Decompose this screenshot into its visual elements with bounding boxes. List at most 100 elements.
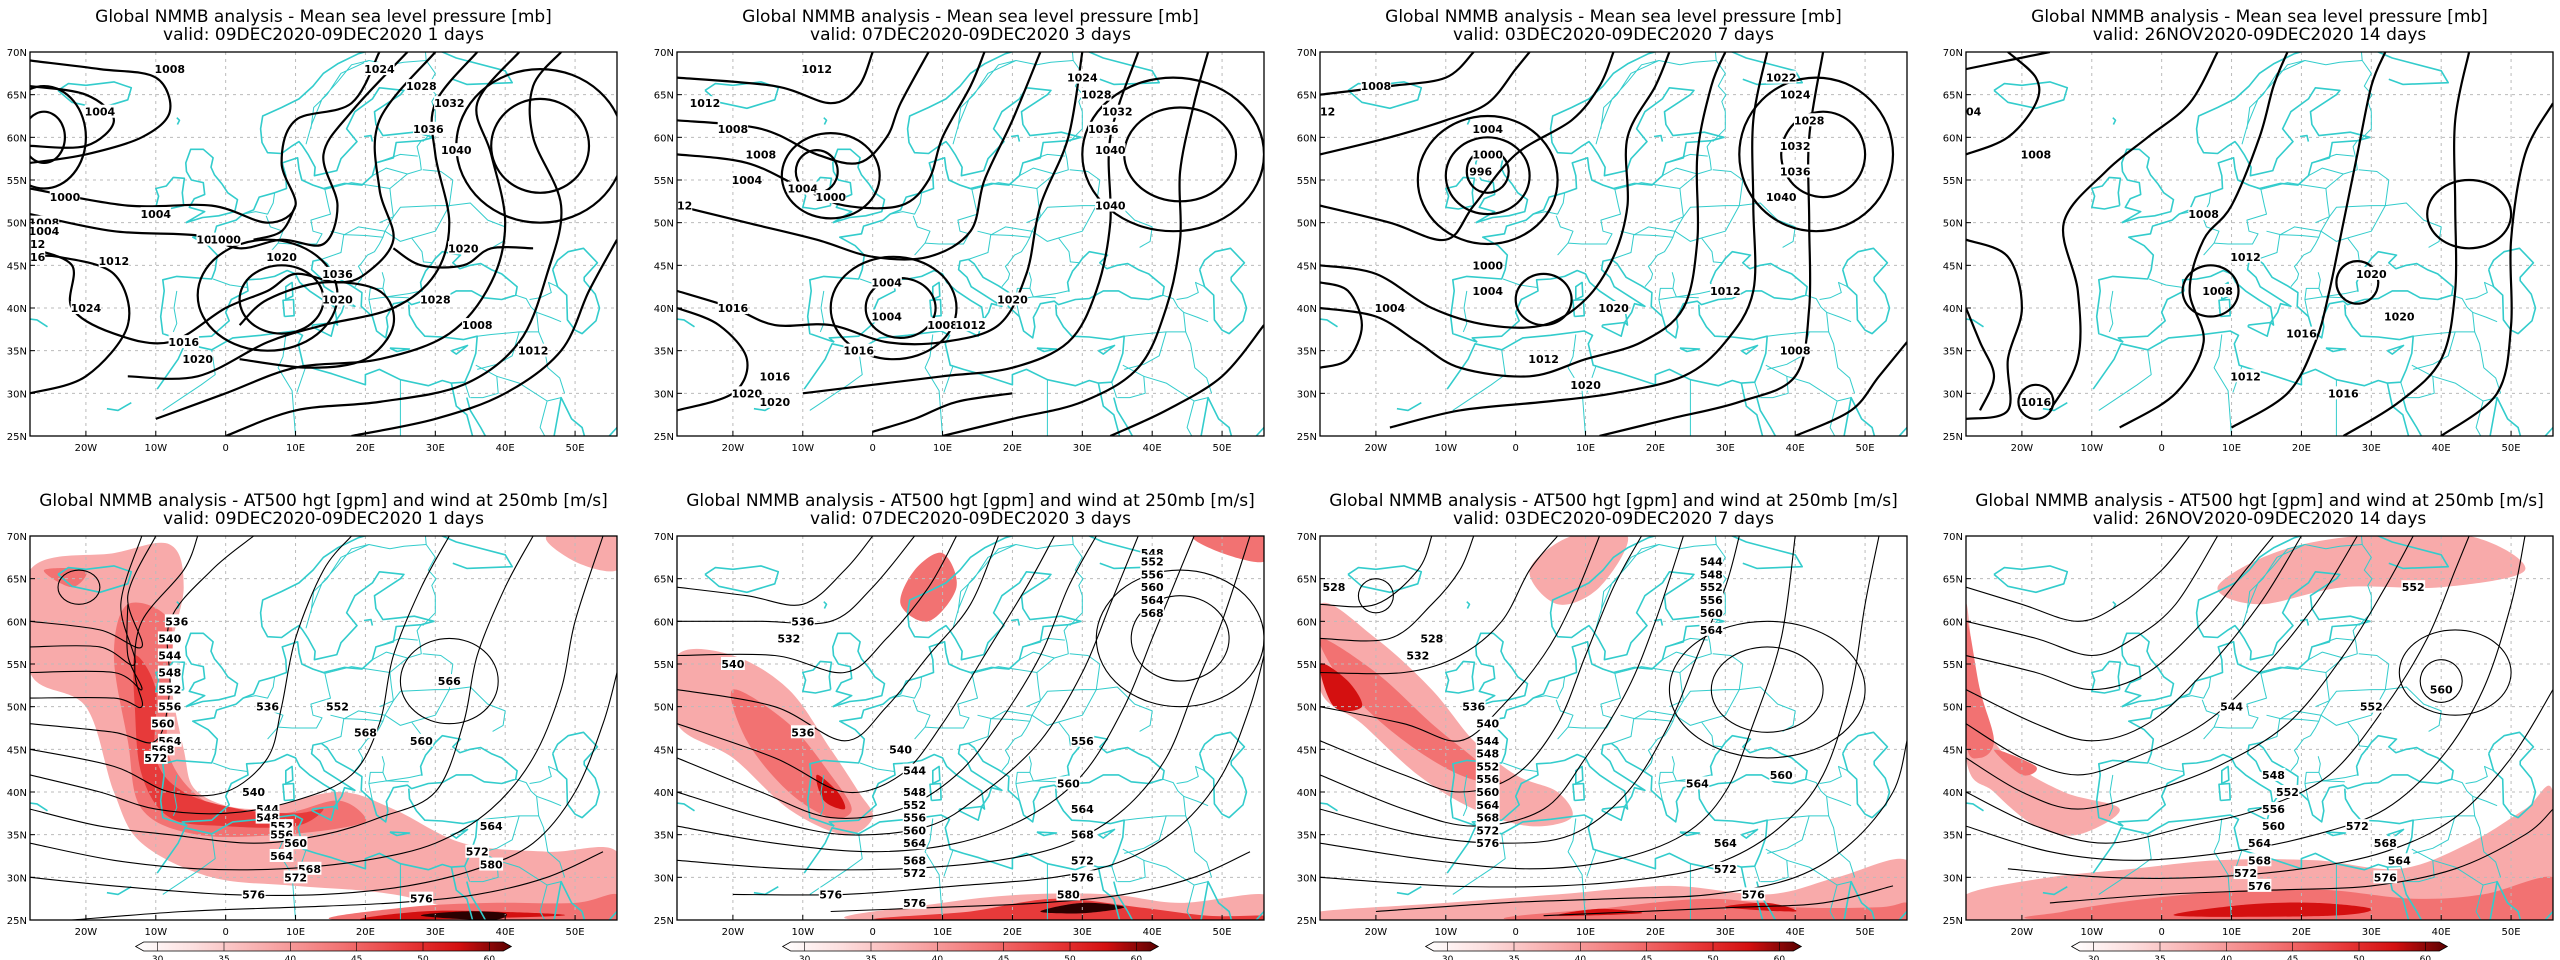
contour-label: 572 xyxy=(1476,824,1499,837)
contour-line xyxy=(30,536,157,649)
latitude-tick-label: 30N xyxy=(1943,873,1963,884)
contour-line xyxy=(238,280,396,369)
map-panel-5: Global NMMB analysis - AT500 hgt [gpm] a… xyxy=(7,491,618,960)
map-panel-3: Global NMMB analysis - Mean sea level pr… xyxy=(1297,7,1908,454)
latitude-tick-label: 35N xyxy=(1943,831,1963,842)
contour-label: 552 xyxy=(1476,760,1499,773)
contour-line xyxy=(1320,536,1880,888)
wind-speed-area xyxy=(1320,663,1363,711)
contour-line xyxy=(1095,569,1264,708)
contour-line xyxy=(2119,52,2289,429)
contour-line xyxy=(1966,536,2414,810)
colorbar-tick-label: 50 xyxy=(417,955,429,960)
contour-label: 1036 xyxy=(1088,123,1119,136)
contour-label: 1004 xyxy=(1375,302,1406,315)
panel-valid-period: valid: 03DEC2020-09DEC2020 7 days xyxy=(1453,25,1774,45)
latitude-tick-label: 50N xyxy=(654,219,674,230)
contour-line xyxy=(2342,52,2471,436)
contour-label: 548 xyxy=(2262,769,2285,782)
latitude-axis: 70N 65N 60N 55N 50N 45N 40N 35N 30N 25N xyxy=(1943,532,1971,927)
latitude-tick-label: 60N xyxy=(654,133,674,144)
contour-line xyxy=(30,85,116,149)
latitude-tick-label: 45N xyxy=(654,261,674,272)
wind-speed-area xyxy=(2173,902,2372,917)
contour-label: 1012 xyxy=(2230,370,2261,383)
coastlines xyxy=(1320,52,1907,436)
latitude-tick-label: 40N xyxy=(1297,304,1317,315)
latitude-tick-label: 60N xyxy=(1297,133,1317,144)
map-frame xyxy=(1319,535,1908,921)
contour-label: 1020 xyxy=(322,293,353,306)
latitude-tick-label: 55N xyxy=(1943,660,1963,671)
longitude-axis: 20W 10W 0 10E 20E 30E 40E 50E xyxy=(2011,915,2521,938)
latitude-tick-label: 65N xyxy=(1943,575,1963,586)
longitude-tick-label: 20E xyxy=(2292,443,2311,454)
contour-label: 1036 xyxy=(1780,165,1811,178)
longitude-tick-label: 40E xyxy=(1143,443,1162,454)
contour-label: 1008 xyxy=(462,319,493,332)
contour-label: 1012 xyxy=(955,319,986,332)
map-background xyxy=(1320,52,1907,436)
contour-label: 1004 xyxy=(787,183,818,196)
longitude-tick-label: 40E xyxy=(2432,443,2451,454)
wind-colorbar: 30 35 40 45 50 60 xyxy=(1424,941,1803,960)
longitude-tick-label: 20E xyxy=(356,443,375,454)
colorbar-tick-label: 45 xyxy=(1641,955,1652,960)
latitude-tick-label: 25N xyxy=(1297,432,1317,443)
contour-label: 572 xyxy=(284,871,307,884)
contour-line xyxy=(1320,536,1684,827)
latitude-tick-label: 50N xyxy=(7,703,27,714)
contour-line xyxy=(2230,52,2387,429)
contour-label: 544 xyxy=(1700,556,1723,569)
longitude-tick-label: 10W xyxy=(791,927,814,938)
longitude-tick-label: 40E xyxy=(1786,443,1805,454)
contour-label: 580 xyxy=(1057,888,1080,901)
latitude-tick-label: 30N xyxy=(1297,873,1317,884)
wind-speed-area xyxy=(1724,902,1797,912)
panel-valid-period: valid: 09DEC2020-09DEC2020 1 days xyxy=(163,25,484,45)
contour-label: 1004 xyxy=(1472,285,1503,298)
colorbar-tick-label: 40 xyxy=(285,955,297,960)
panel-title: Global NMMB analysis - AT500 hgt [gpm] a… xyxy=(1329,491,1898,511)
contour-line xyxy=(30,59,172,164)
latitude-tick-label: 35N xyxy=(7,347,27,358)
latitude-tick-label: 45N xyxy=(7,261,27,272)
contour-line xyxy=(677,52,986,210)
wind-speed-area xyxy=(2024,876,2553,920)
latitude-tick-label: 35N xyxy=(1943,347,1963,358)
contour-line xyxy=(1966,536,2191,622)
contour-label: 544 xyxy=(158,649,181,662)
longitude-tick-label: 40E xyxy=(496,927,515,938)
contour-line xyxy=(677,52,930,165)
latitude-tick-label: 55N xyxy=(1297,176,1317,187)
contour-label: 1020 xyxy=(182,353,213,366)
contour-label: 552 xyxy=(158,684,181,697)
colorbar-tick-label: 35 xyxy=(218,955,229,960)
contour-line xyxy=(677,52,1084,346)
isobars xyxy=(1966,52,2553,436)
panel-title: Global NMMB analysis - Mean sea level pr… xyxy=(95,7,552,27)
contour-label: 556 xyxy=(903,812,926,825)
contour-label: 560 xyxy=(2430,684,2453,697)
contour-label: 568 xyxy=(903,854,926,867)
contour-label: 552 xyxy=(2360,701,2383,714)
longitude-tick-label: 30E xyxy=(426,443,445,454)
contour-label: 1008 xyxy=(1780,345,1811,358)
contour-label: 560 xyxy=(1770,769,1793,782)
contour-line xyxy=(1966,536,2526,861)
wind-shading xyxy=(1966,536,2553,920)
contour-label: 572 xyxy=(144,752,167,765)
contour-label: 1020 xyxy=(1598,302,1629,315)
wind-colorbar: 30 35 40 45 50 60 xyxy=(781,941,1160,960)
colorbar-scale xyxy=(1424,941,1803,952)
contour-line xyxy=(1966,536,2274,691)
latitude-tick-label: 60N xyxy=(1297,617,1317,628)
longitude-axis: 20W 10W 0 10E 20E 30E 40E 50E xyxy=(1365,915,1875,938)
colorbar-tick-label: 60 xyxy=(2420,955,2432,960)
latitude-tick-label: 40N xyxy=(7,788,27,799)
latitude-tick-label: 50N xyxy=(1943,703,1963,714)
contour-label: 1040 xyxy=(1095,144,1126,157)
latitude-tick-label: 30N xyxy=(654,389,674,400)
contour-label: 1036 xyxy=(322,268,353,281)
longitude-tick-label: 50E xyxy=(1856,443,1875,454)
